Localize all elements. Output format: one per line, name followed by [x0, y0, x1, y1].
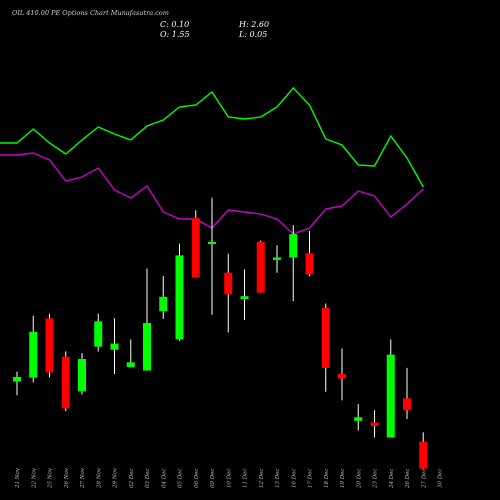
candle-body — [110, 343, 119, 350]
candlesticks — [13, 197, 428, 470]
x-tick-label: 06 Dec — [194, 469, 200, 489]
x-tick-label: 23 Dec — [373, 469, 379, 490]
candle-09-dec — [208, 197, 216, 315]
candle-body — [305, 253, 314, 275]
candle-body — [386, 354, 395, 438]
candle-05-dec — [175, 243, 184, 342]
low-value: L: 0.05 — [238, 30, 267, 39]
candle-body — [94, 321, 103, 347]
chart-title: OIL 410.00 PE Options Chart Munafasutra.… — [12, 9, 169, 17]
x-tick-label: 11 Dec — [243, 469, 249, 489]
x-tick-label: 28 Nov — [96, 467, 102, 489]
candle-02-dec — [126, 339, 135, 368]
candle-body — [159, 296, 168, 312]
x-tick-label: 10 Dec — [226, 469, 232, 489]
x-tick-label: 24 Dec — [389, 469, 395, 490]
candle-body — [403, 398, 411, 411]
candle-body — [256, 242, 265, 293]
candle-body — [191, 218, 200, 278]
x-tick-label: 21 Nov — [15, 467, 21, 489]
candle-16-dec — [289, 225, 298, 302]
close-value: C: 0.10 — [160, 20, 189, 29]
x-axis-ticks: 21 Nov 22 Nov 25 Nov 26 Nov 27 Nov 28 Nov 29 N… — [15, 467, 444, 489]
candle-body — [338, 374, 346, 379]
candle-body — [208, 242, 216, 245]
candle-body — [143, 322, 151, 371]
candle-26-dec — [403, 367, 411, 419]
x-tick-label: 09 Dec — [210, 469, 216, 489]
x-tick-label: 20 Dec — [356, 469, 362, 490]
candle-body — [78, 359, 86, 392]
candle-body — [321, 307, 330, 368]
candle-17-dec — [305, 230, 314, 277]
x-tick-label: 02 Dec — [129, 469, 135, 489]
candle-25-nov — [45, 313, 54, 378]
x-tick-label: 13 Dec — [275, 469, 281, 489]
x-tick-label: 17 Dec — [308, 469, 314, 489]
high-value: H: 2.60 — [238, 20, 269, 29]
x-tick-label: 26 Dec — [405, 469, 411, 490]
candle-body — [354, 417, 363, 421]
candle-body — [45, 318, 54, 373]
open-value: O: 1.55 — [160, 30, 190, 39]
candle-28-nov — [94, 313, 103, 352]
x-tick-label: 19 Dec — [340, 469, 346, 489]
candle-04-dec — [159, 275, 168, 320]
candle-body — [289, 234, 298, 258]
candle-21-nov — [13, 371, 21, 396]
candle-body — [61, 356, 70, 409]
candle-27-dec — [419, 432, 428, 470]
x-tick-label: 18 Dec — [324, 469, 330, 489]
x-tick-label: 05 Dec — [178, 469, 184, 489]
candle-10-dec — [224, 253, 233, 333]
candle-19-dec — [338, 348, 346, 401]
candle-06-dec — [191, 210, 200, 278]
candle-body — [175, 255, 184, 340]
candle-27-nov — [78, 353, 86, 395]
x-tick-label: 12 Dec — [259, 469, 265, 489]
x-tick-label: 27 Nov — [80, 467, 86, 489]
candle-12-dec — [256, 240, 265, 293]
candle-body — [126, 362, 135, 368]
x-tick-label: 29 Nov — [113, 467, 119, 489]
candle-body — [240, 296, 249, 300]
x-tick-label: 25 Nov — [48, 467, 54, 489]
candle-body — [13, 376, 21, 382]
candle-body — [419, 441, 428, 469]
x-tick-label: 27 Dec — [421, 469, 427, 490]
green-indicator-line — [0, 86, 424, 188]
candle-22-nov — [29, 315, 38, 383]
candle-13-dec — [273, 245, 281, 273]
x-tick-label: 26 Nov — [64, 467, 70, 489]
candle-24-dec — [386, 339, 395, 438]
candle-20-dec — [354, 404, 363, 431]
candle-body — [273, 257, 281, 260]
candle-18-dec — [321, 303, 330, 392]
x-tick-label: 30 Dec — [438, 469, 444, 489]
candle-11-dec — [240, 269, 249, 320]
candle-26-nov — [61, 351, 70, 412]
candle-body — [224, 272, 233, 295]
candle-03-dec — [143, 268, 151, 371]
x-tick-label: 04 Dec — [161, 469, 167, 489]
candle-23-dec — [370, 410, 379, 438]
candle-29-nov — [110, 318, 119, 375]
candle-body — [370, 422, 379, 426]
candle-body — [29, 331, 38, 378]
x-tick-label: 22 Nov — [31, 467, 37, 489]
x-tick-label: 03 Dec — [145, 469, 151, 489]
x-tick-label: 16 Dec — [291, 469, 297, 489]
